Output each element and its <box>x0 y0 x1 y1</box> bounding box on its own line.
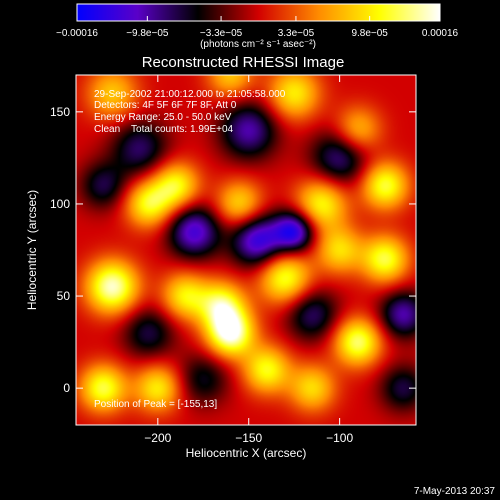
y-axis-tick-label: 0 <box>63 381 70 395</box>
colorbar: −0.00016 −9.8e−05 −3.3e−05 3.3e−05 9.8e−05 0.… <box>56 3 459 50</box>
plot-area: −200 −150 −100 0 50 100 150 29-Sep-2002 21:00… <box>50 74 417 445</box>
colorbar-tick-label: 0.00016 <box>422 28 459 39</box>
x-axis-ticks <box>157 75 341 425</box>
chart-title: Reconstructed RHESSI Image <box>142 54 345 71</box>
x-axis-tick-label: −150 <box>235 431 262 445</box>
heatmap-image-container <box>76 75 416 425</box>
annotation-detectors: Detectors: 4F 5F 6F 7F 8F, Att 0 <box>94 100 237 111</box>
y-axis-tick-labels: 0 50 100 150 <box>50 105 70 395</box>
annotation-time-range: 29-Sep-2002 21:00:12.000 to 21:05:58.000 <box>94 89 286 100</box>
x-axis-tick-label: −200 <box>144 431 171 445</box>
colorbar-tick-label: 3.3e−05 <box>278 28 315 39</box>
colorbar-bar <box>76 3 441 22</box>
y-axis-label: Heliocentric Y (arcsec) <box>25 190 39 310</box>
x-axis-label: Heliocentric X (arcsec) <box>186 446 307 460</box>
plot-frame <box>75 74 417 426</box>
x-axis-tick-label: −100 <box>326 431 353 445</box>
annotation-peak-position: Position of Peak = [-155,13] <box>94 399 217 410</box>
colorbar-tick-label: −0.00016 <box>56 28 98 39</box>
colorbar-label: (photons cm⁻² s⁻¹ asec⁻²) <box>200 39 316 50</box>
annotation-clean-counts: Clean Total counts: 1.99E+04 <box>94 124 234 135</box>
y-axis-tick-label: 50 <box>57 289 71 303</box>
colorbar-tick-label: −3.3e−05 <box>200 28 243 39</box>
footer-timestamp: 7-May-2013 20:37 <box>414 486 496 497</box>
colorbar-tick-labels: −0.00016 −9.8e−05 −3.3e−05 3.3e−05 9.8e−05 0.… <box>56 28 459 39</box>
colorbar-ticks <box>76 16 441 21</box>
colorbar-tick-label: 9.8e−05 <box>351 28 388 39</box>
colorbar-tick-label: −9.8e−05 <box>126 28 169 39</box>
heatmap-image <box>76 75 416 425</box>
y-axis-tick-label: 100 <box>50 197 70 211</box>
annotation-energy-range: Energy Range: 25.0 - 50.0 keV <box>94 112 232 123</box>
y-axis-tick-label: 150 <box>50 105 70 119</box>
x-axis-tick-labels: −200 −150 −100 <box>144 431 353 445</box>
y-axis-ticks <box>76 111 416 389</box>
